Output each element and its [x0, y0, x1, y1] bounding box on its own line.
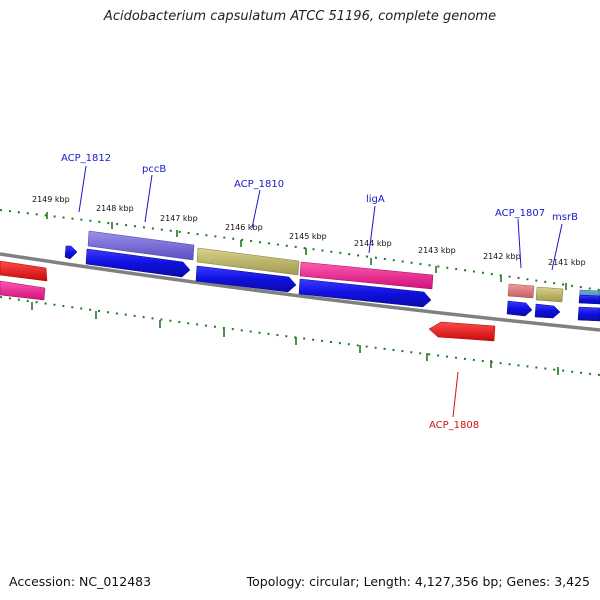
gene-features: [0, 230, 600, 342]
gene-feature[interactable]: [299, 261, 434, 290]
gene-labels: ACP_1812 pccB ACP_1810 ligA ACP_1807 msr…: [61, 153, 578, 431]
gene-feature[interactable]: [87, 230, 195, 261]
topology-label: Topology: circular; Length: 4,127,356 bp…: [246, 574, 590, 589]
scale-label: 2147 kbp: [160, 214, 198, 223]
gene-label-msrb[interactable]: msrB: [552, 212, 578, 223]
gene-feature[interactable]: [535, 286, 564, 303]
gene-label-pccb[interactable]: pccB: [142, 164, 166, 175]
label-leaders: [78, 165, 563, 418]
cds-arrow[interactable]: [298, 278, 432, 308]
scale-label: 2143 kbp: [418, 246, 456, 255]
gene-label-acp-1808[interactable]: ACP_1808: [429, 420, 479, 431]
scale-label: 2148 kbp: [96, 204, 134, 213]
scale-labels: 2149 kbp 2148 kbp 2147 kbp 2146 kbp 2145…: [32, 195, 586, 267]
cds-arrow[interactable]: [578, 294, 600, 305]
gene-feature[interactable]: [0, 260, 48, 282]
scale-label: 2145 kbp: [289, 232, 327, 241]
cds-arrow[interactable]: [64, 245, 78, 260]
gene-feature[interactable]: [196, 247, 300, 276]
cds-arrow[interactable]: [577, 306, 600, 322]
scale-label: 2144 kbp: [354, 239, 392, 248]
gene-label-acp-1807[interactable]: ACP_1807: [495, 208, 545, 219]
gene-feature[interactable]: [428, 321, 496, 342]
gene-label-acp-1810[interactable]: ACP_1810: [234, 179, 284, 190]
gene-feature[interactable]: [507, 283, 535, 299]
cds-arrow[interactable]: [506, 300, 533, 317]
genome-backbone: [0, 252, 600, 332]
scale-label: 2141 kbp: [548, 258, 586, 267]
gene-label-liga[interactable]: ligA: [366, 194, 385, 205]
page-title: Acidobacterium capsulatum ATCC 51196, co…: [103, 9, 497, 24]
inner-ruler: [0, 296, 600, 376]
cds-arrow[interactable]: [195, 265, 297, 293]
gene-feature[interactable]: [0, 280, 46, 301]
scale-label: 2149 kbp: [32, 195, 70, 204]
cds-arrow[interactable]: [85, 248, 191, 278]
outer-ruler: [0, 209, 600, 291]
scale-label: 2142 kbp: [483, 252, 521, 261]
cds-arrow[interactable]: [534, 303, 561, 319]
gene-label-acp-1812[interactable]: ACP_1812: [61, 153, 111, 164]
scale-label: 2146 kbp: [225, 223, 263, 232]
cds-track: [64, 245, 600, 322]
accession-label: Accession: NC_012483: [9, 574, 152, 589]
